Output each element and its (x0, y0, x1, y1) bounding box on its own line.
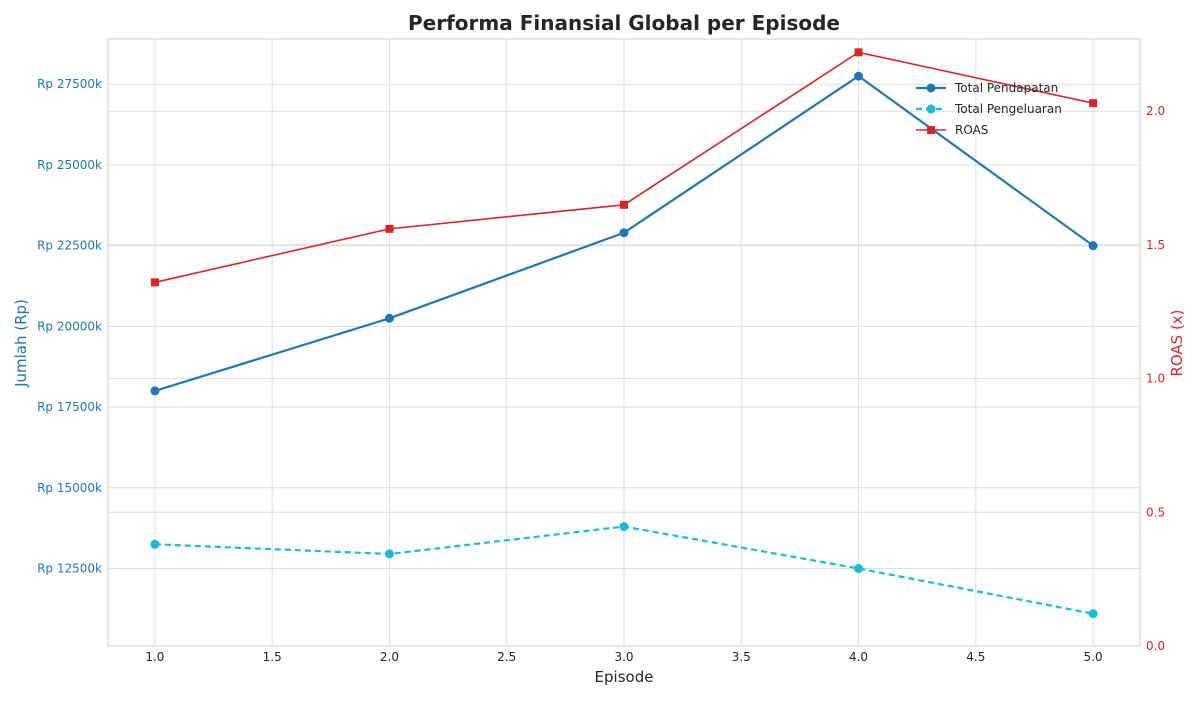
data-point (619, 228, 629, 238)
x-tick-label: 3.5 (732, 650, 751, 664)
plot-frame (107, 38, 1141, 647)
legend: Total Pendapatan Total Pengeluaran ROAS (916, 81, 1062, 137)
left-tick-label: Rp 17500k (37, 400, 102, 414)
left-tick-label: Rp 12500k (37, 562, 102, 576)
legend-label: Total Pengeluaran (954, 102, 1062, 116)
left-tick-label: Rp 22500k (37, 239, 102, 253)
x-tick-label: 4.0 (849, 650, 868, 664)
x-tick-label: 5.0 (1084, 650, 1103, 664)
left-tick-label: Rp 25000k (37, 158, 102, 172)
x-tick-label: 1.0 (145, 650, 164, 664)
right-tick-label: 1.5 (1146, 238, 1165, 252)
data-point (1088, 241, 1098, 251)
series-layer (150, 48, 1098, 619)
x-tick-label: 4.5 (966, 650, 985, 664)
x-tick-label: 2.5 (497, 650, 516, 664)
left-axis-ticks: Rp 12500k Rp 15000k Rp 17500k Rp 20000k Rp 2… (37, 77, 102, 575)
legend-marker (926, 83, 936, 93)
left-tick-label: Rp 20000k (37, 319, 102, 333)
left-tick-label: Rp 27500k (37, 77, 102, 91)
legend-label: ROAS (955, 123, 988, 137)
x-axis-ticks: 1.0 1.5 2.0 2.5 3.0 3.5 4.0 4.5 5.0 (145, 650, 1102, 664)
data-point (854, 564, 864, 574)
legend-label: Total Pendapatan (954, 81, 1058, 95)
data-point (384, 313, 394, 323)
series-total-pengeluaran (150, 522, 1098, 619)
series-total-pendapatan (150, 71, 1098, 396)
right-tick-label: 1.0 (1146, 372, 1165, 386)
left-axis-label: Jumlah (Rp) (12, 299, 30, 388)
x-tick-label: 3.0 (614, 650, 633, 664)
right-tick-label: 2.0 (1146, 104, 1165, 118)
data-point (150, 278, 159, 287)
right-axis-ticks: 0.0 0.5 1.0 1.5 2.0 (1146, 104, 1165, 653)
x-tick-label: 2.0 (380, 650, 399, 664)
data-point (385, 224, 394, 233)
data-point (1088, 609, 1098, 619)
x-tick-label: 1.5 (263, 650, 282, 664)
data-point (150, 539, 160, 549)
legend-item: Total Pengeluaran (916, 102, 1062, 116)
data-point (1089, 99, 1098, 108)
data-point (619, 522, 629, 532)
legend-item: ROAS (916, 123, 988, 137)
x-axis-label: Episode (595, 668, 654, 686)
data-point (150, 386, 160, 396)
data-point (620, 200, 628, 209)
legend-marker (927, 126, 935, 134)
data-point (384, 549, 394, 559)
left-tick-label: Rp 15000k (37, 481, 102, 495)
chart-title: Performa Finansial Global per Episode (408, 11, 840, 35)
right-tick-label: 0.0 (1146, 639, 1165, 653)
data-point (854, 48, 863, 57)
data-point (854, 71, 864, 81)
legend-marker (926, 104, 936, 114)
legend-item: Total Pendapatan (916, 81, 1058, 95)
series-roas (150, 48, 1098, 287)
right-axis-label: ROAS (x) (1168, 309, 1186, 376)
right-tick-label: 0.5 (1146, 505, 1165, 519)
